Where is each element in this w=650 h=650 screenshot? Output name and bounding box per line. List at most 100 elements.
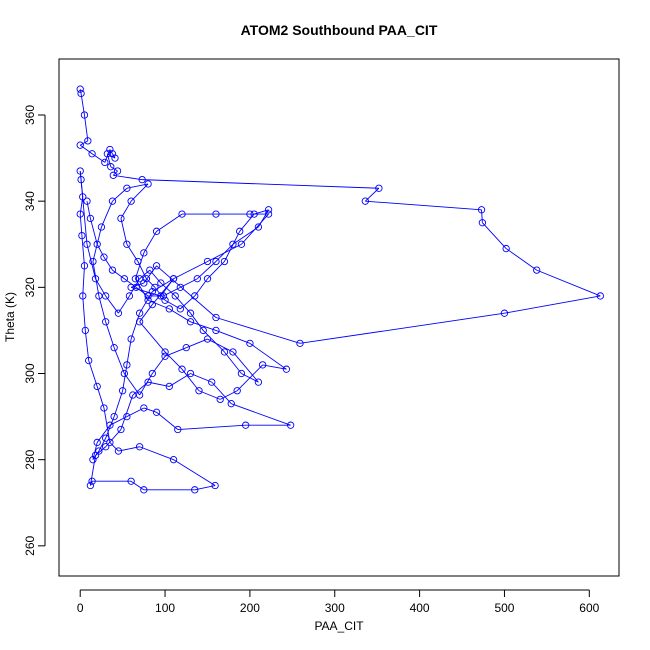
data-point [182, 344, 190, 352]
series-line-segment [130, 480, 145, 491]
y-tick-label: 300 [23, 363, 37, 383]
data-point [161, 348, 169, 356]
series-line-segment [89, 218, 98, 245]
data-point [106, 438, 114, 447]
data-point [108, 266, 117, 274]
series-line-segment [232, 226, 259, 245]
data-point [109, 171, 117, 179]
data-point [258, 361, 267, 369]
data-point [186, 309, 195, 317]
data-point [264, 210, 273, 218]
series-line-segment [120, 394, 134, 430]
series-line-segment [113, 390, 124, 417]
series-line-segment [107, 153, 116, 159]
data-point [79, 292, 87, 300]
series-line-segment [113, 347, 125, 374]
data-point [86, 214, 95, 223]
data-point [85, 356, 93, 365]
data-point [135, 443, 144, 451]
data-point [101, 158, 109, 167]
series-line-segment [106, 153, 112, 167]
data-point [264, 206, 273, 214]
x-tick-label: 400 [410, 601, 430, 615]
data-point [100, 253, 108, 261]
series-line-segment [146, 278, 156, 288]
x-tick-label: 600 [579, 601, 599, 615]
data-point [178, 210, 186, 218]
series-line-segment [105, 416, 115, 439]
data-point [477, 206, 486, 214]
data-point [171, 292, 179, 300]
series-line-segment [91, 153, 106, 163]
series-line-segment [190, 321, 217, 331]
series-line-segment [224, 351, 242, 374]
y-tick-label: 280 [23, 449, 37, 469]
series-line-segment [249, 342, 287, 370]
series-line-segment [79, 144, 93, 155]
series-line-segment [481, 209, 483, 223]
data-point [93, 438, 101, 447]
data-point [88, 150, 96, 158]
data-point [93, 240, 101, 248]
series-line-segment [109, 442, 119, 452]
series-line-segment [224, 231, 241, 262]
data-point [123, 412, 131, 421]
series-line-segment [120, 218, 128, 245]
series-line-segment [232, 351, 259, 383]
series-line-segment [135, 286, 149, 297]
series-line-segment [109, 149, 113, 155]
data-point [146, 266, 154, 274]
series-line-segment [231, 403, 291, 426]
series-line-segment [169, 308, 191, 323]
data-point [212, 210, 220, 218]
data-point [203, 335, 212, 343]
y-tick-label: 260 [23, 536, 37, 556]
data-point [203, 257, 212, 266]
data-point [282, 365, 291, 373]
series-line-segment [151, 278, 174, 305]
data-point [229, 348, 237, 356]
series-line-segment [96, 244, 105, 258]
series-line-segment [149, 269, 162, 284]
data-point [102, 434, 110, 442]
data-point [80, 262, 89, 270]
data-point [106, 145, 114, 154]
series-line-segment [139, 446, 174, 461]
series-line-segment [215, 317, 301, 344]
x-tick-label: 0 [77, 601, 84, 615]
data-point [140, 279, 148, 287]
series-line-segment [139, 321, 166, 353]
x-tick-label: 300 [325, 601, 345, 615]
data-point [236, 227, 244, 235]
data-point [140, 404, 148, 412]
data-point [127, 335, 135, 343]
data-point [152, 408, 161, 416]
data-point [127, 283, 135, 291]
series-line-segment [84, 330, 90, 361]
data-point [111, 154, 119, 162]
series-line-segment [164, 347, 187, 357]
series-line-segment [169, 373, 191, 387]
data-point [79, 193, 87, 201]
plot-frame [58, 58, 620, 577]
data-point [533, 266, 541, 274]
y-tick-label: 360 [23, 105, 37, 125]
data-point [88, 477, 96, 485]
data-point [296, 339, 304, 347]
y-tick-label: 340 [23, 191, 37, 211]
series-line-segment [365, 200, 482, 211]
data-point [227, 400, 235, 408]
series-line-segment [105, 429, 122, 448]
data-point [131, 275, 140, 283]
series-line-segment [79, 89, 82, 94]
series-line-segment [181, 368, 200, 392]
series-line-segment [96, 386, 105, 409]
series-line-segment [126, 338, 132, 365]
data-point [193, 275, 201, 283]
data-point [148, 287, 156, 296]
series-line-segment [215, 330, 251, 344]
series-line-segment [143, 407, 157, 413]
data-point [117, 425, 125, 434]
data-point [123, 184, 131, 192]
data-point [157, 292, 165, 300]
